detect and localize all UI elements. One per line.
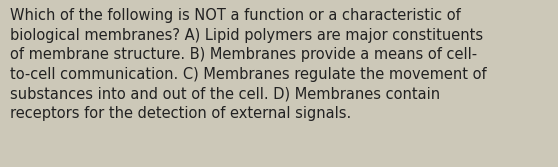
Text: Which of the following is NOT a function or a characteristic of
biological membr: Which of the following is NOT a function… xyxy=(10,8,487,121)
